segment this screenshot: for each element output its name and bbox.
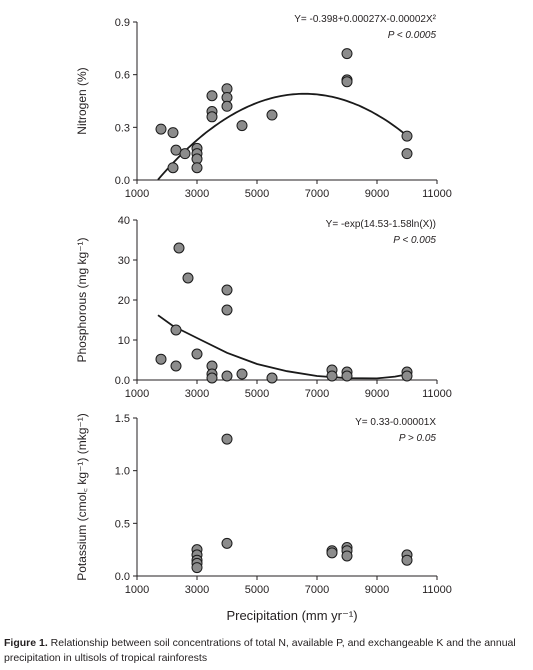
data-point <box>221 304 233 316</box>
data-point <box>326 547 338 559</box>
x-tick-label: 3000 <box>185 584 209 596</box>
x-tick-label: 5000 <box>245 188 269 200</box>
data-point <box>179 148 191 160</box>
caption-text: Relationship between soil concentrations… <box>4 637 516 664</box>
data-point <box>167 162 179 174</box>
x-tick-label: 11000 <box>422 584 452 596</box>
x-tick-label: 9000 <box>365 388 389 400</box>
y-tick-label: 0.9 <box>115 17 130 29</box>
y-tick-label: 0.5 <box>115 518 130 530</box>
data-point <box>182 272 194 284</box>
y-tick-label: 40 <box>118 215 130 227</box>
y-tick-label: 0.0 <box>115 375 130 387</box>
data-point <box>326 370 338 382</box>
potassium-chart: 0.0 0.5 1.0 1.5 1000 3000 5000 7000 9000 11000 Pot… <box>75 413 452 623</box>
data-point <box>191 348 203 360</box>
data-point <box>155 353 167 365</box>
x-tick-label: 5000 <box>245 388 269 400</box>
data-point <box>221 100 233 112</box>
data-point <box>341 370 353 382</box>
y-axis-label: Potassium (cmol꜀ kg⁻¹) (mkg⁻¹) <box>75 413 89 581</box>
nitrogen-chart: 0.0 0.3 0.6 0.9 1000 3000 5000 7000 9000 11000 Nit… <box>75 14 452 200</box>
x-tick-label: 1000 <box>125 188 149 200</box>
data-point <box>401 130 413 142</box>
y-axis-label: Nitrogen (%) <box>75 67 89 134</box>
data-point <box>173 242 185 254</box>
regression-equation: Y= 0.33-0.00001X <box>355 417 436 428</box>
x-tick-label: 7000 <box>305 188 329 200</box>
y-axis-label: Phosphorous (mg kg⁻¹) <box>75 237 89 362</box>
data-point <box>401 370 413 382</box>
data-point <box>266 109 278 121</box>
fit-curve <box>157 92 405 181</box>
data-point <box>221 537 233 549</box>
caption-label: Figure 1. <box>4 637 48 649</box>
data-point <box>341 550 353 562</box>
data-point <box>221 284 233 296</box>
fit-curve <box>157 314 408 380</box>
data-point <box>206 90 218 102</box>
regression-equation: Y= -0.398+0.00027X-0.00002X² <box>294 14 436 25</box>
y-tick-label: 20 <box>118 295 130 307</box>
data-point <box>221 370 233 382</box>
data-point <box>170 360 182 372</box>
x-tick-label: 7000 <box>305 388 329 400</box>
data-point <box>401 554 413 566</box>
y-tick-label: 0.3 <box>115 122 130 134</box>
p-value: P < 0.0005 <box>388 30 437 41</box>
y-tick-label: 1.0 <box>115 466 130 478</box>
p-value: P > 0.05 <box>399 433 437 444</box>
data-point <box>206 111 218 123</box>
x-tick-label: 1000 <box>125 388 149 400</box>
y-tick-label: 1.5 <box>115 413 130 425</box>
p-value: P < 0.005 <box>393 235 436 246</box>
x-tick-label: 3000 <box>185 188 209 200</box>
x-axis-label: Precipitation (mm yr⁻¹) <box>226 608 357 623</box>
x-tick-label: 3000 <box>185 388 209 400</box>
y-tick-label: 30 <box>118 255 130 267</box>
x-tick-label: 7000 <box>305 584 329 596</box>
data-point <box>401 148 413 160</box>
phosphorus-chart: 0.0 10 20 30 40 1000 3000 5000 7000 9000 11000 Phos… <box>75 215 452 400</box>
data-point <box>206 372 218 384</box>
y-tick-label: 0.6 <box>115 70 130 82</box>
data-point <box>155 123 167 135</box>
x-tick-label: 5000 <box>245 584 269 596</box>
x-tick-label: 9000 <box>365 188 389 200</box>
y-tick-label: 10 <box>118 335 130 347</box>
data-point <box>170 144 182 156</box>
data-point <box>167 127 179 139</box>
y-tick-label: 0.0 <box>115 571 130 583</box>
data-point <box>236 368 248 380</box>
x-tick-label: 9000 <box>365 584 389 596</box>
data-point <box>341 76 353 88</box>
data-point <box>170 324 182 336</box>
data-point <box>236 120 248 132</box>
x-tick-label: 1000 <box>125 584 149 596</box>
data-point <box>191 562 203 574</box>
x-tick-label: 11000 <box>422 388 452 400</box>
data-point <box>191 162 203 174</box>
figure-caption: Figure 1. Relationship between soil conc… <box>4 636 530 666</box>
data-point <box>221 433 233 445</box>
data-point <box>266 372 278 384</box>
data-point <box>341 48 353 60</box>
x-tick-label: 11000 <box>422 188 452 200</box>
regression-equation: Y= -exp(14.53-1.58ln(X)) <box>326 219 436 230</box>
y-tick-label: 0.0 <box>115 175 130 187</box>
